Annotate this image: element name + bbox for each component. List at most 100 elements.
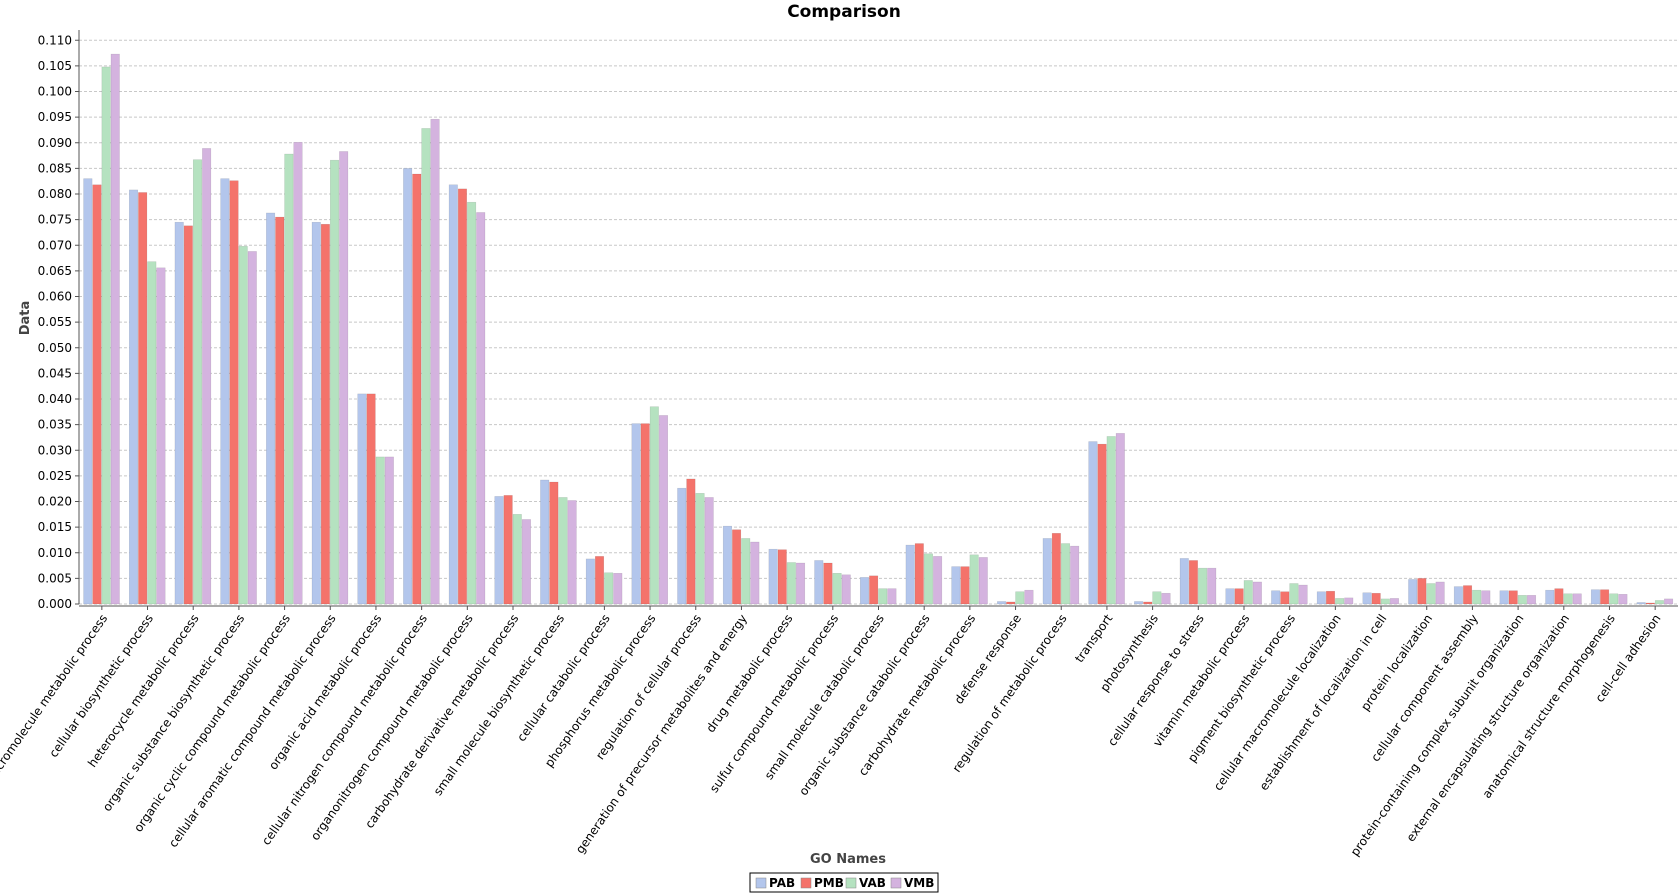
legend-swatch-pab: [755, 877, 767, 889]
bar-pmb: [960, 566, 970, 605]
y-tick-label: 0.065: [38, 264, 72, 278]
y-axis: 0.000 0.005 0.010 0.015 0.020 0.025 0.030 0.035…: [38, 30, 80, 611]
bar-vmb: [202, 148, 212, 605]
x-tick-label: drug metabolic process: [703, 612, 795, 735]
bar-pab: [1225, 588, 1235, 605]
y-tick-label: 0.095: [38, 110, 72, 124]
y-tick-label: 0.030: [38, 443, 72, 457]
bar-pmb: [1280, 591, 1290, 605]
bar-vmb: [339, 151, 349, 605]
bar-vmb: [1161, 592, 1171, 605]
bar-pmb: [138, 192, 148, 605]
bar-pab: [266, 212, 276, 605]
y-tick-label: 0.075: [38, 213, 72, 227]
bar-vab: [192, 159, 203, 605]
bar-vab: [1289, 583, 1299, 605]
bar-pab: [403, 168, 413, 605]
x-tick-label: cellular nitrogen compound metabolic pro…: [259, 612, 430, 848]
bar-pab: [585, 558, 595, 605]
bar-vab: [1609, 593, 1619, 605]
bar-vab: [649, 406, 659, 605]
bar-pab: [1042, 538, 1052, 605]
bar-pab: [1408, 579, 1418, 605]
bar-vmb: [1389, 598, 1399, 605]
bar-vmb: [1070, 545, 1080, 605]
bar-vab: [101, 66, 111, 605]
bar-vmb: [658, 415, 668, 605]
bar-vmb: [613, 573, 623, 605]
bar-pmb: [732, 529, 742, 605]
chart-title: Comparison: [787, 2, 901, 22]
bar-vab: [1654, 600, 1664, 605]
bar-vmb: [1252, 581, 1262, 605]
bar-pmb: [320, 223, 330, 605]
bar-vab: [1015, 591, 1025, 605]
bar-vmb: [156, 267, 166, 605]
bar-pmb: [1234, 588, 1244, 605]
bar-vab: [604, 572, 614, 605]
legend-swatch-vab: [845, 877, 857, 889]
bar-pmb: [412, 173, 422, 605]
y-tick-label: 0.055: [38, 315, 72, 329]
bar-pab: [814, 560, 824, 605]
bar-vab: [1563, 593, 1573, 605]
bar-vab: [375, 456, 385, 605]
y-tick-label: 0.010: [38, 546, 72, 560]
bar-pmb: [1051, 533, 1061, 605]
bar-pab: [311, 221, 321, 605]
bar-pab: [859, 577, 870, 605]
bar-pmb: [549, 481, 559, 605]
bar-pmb: [1508, 590, 1518, 605]
bar-vab: [1060, 543, 1071, 605]
bar-vmb: [567, 500, 577, 605]
bar-pmb: [366, 393, 376, 605]
bar-pab: [1545, 589, 1555, 605]
bar-pmb: [823, 562, 833, 605]
bar-pab: [1590, 589, 1600, 605]
bar-pmb: [457, 188, 467, 605]
bar-pmb: [1188, 560, 1198, 605]
bar-pab: [997, 601, 1007, 605]
y-axis-title: Data: [18, 301, 33, 336]
bar-pab: [631, 423, 641, 605]
x-tick-label: cellular aromatic compound metabolic pro…: [166, 612, 339, 850]
bar-vab: [741, 538, 751, 605]
bar-vmb: [521, 519, 531, 605]
bar-vmb: [841, 574, 851, 605]
bar-pmb: [1463, 585, 1473, 605]
legend-label-pmb: PMB: [814, 876, 844, 890]
y-tick-label: 0.005: [38, 571, 72, 585]
bar-pmb: [1554, 588, 1564, 605]
x-tick-label: cellular response to stress: [1105, 612, 1207, 749]
bar-pmb: [1325, 590, 1336, 605]
bar-vmb: [384, 456, 394, 605]
bar-pmb: [640, 423, 650, 605]
legend-swatch-pmb: [800, 877, 812, 889]
bar-vab: [238, 246, 248, 605]
bar-vab: [467, 201, 477, 605]
bar-vab: [1517, 595, 1527, 605]
bar-vmb: [1664, 598, 1674, 605]
bar-vab: [1426, 583, 1436, 605]
bar-pab: [83, 178, 93, 605]
bar-pmb: [1645, 602, 1655, 605]
bar-pmb: [229, 180, 239, 605]
bar-vab: [1380, 598, 1390, 605]
bar-pab: [1453, 586, 1463, 605]
x-tick-label: transport: [1072, 611, 1115, 665]
y-tick-label: 0.015: [38, 520, 72, 534]
bar-vmb: [1481, 590, 1491, 605]
bar-vab: [1472, 589, 1482, 605]
bar-pmb: [1371, 592, 1381, 605]
bar-pmb: [1143, 601, 1153, 605]
bar-vab: [832, 573, 842, 605]
bar-vmb: [978, 557, 988, 605]
bar-pab: [1636, 602, 1646, 605]
bar-vmb: [796, 562, 806, 605]
bar-vab: [786, 562, 796, 605]
bar-vab: [284, 153, 294, 605]
bar-pmb: [1097, 443, 1107, 605]
y-tick-label: 0.025: [38, 469, 72, 483]
bar-pab: [1179, 558, 1189, 605]
bar-pmb: [869, 575, 879, 605]
